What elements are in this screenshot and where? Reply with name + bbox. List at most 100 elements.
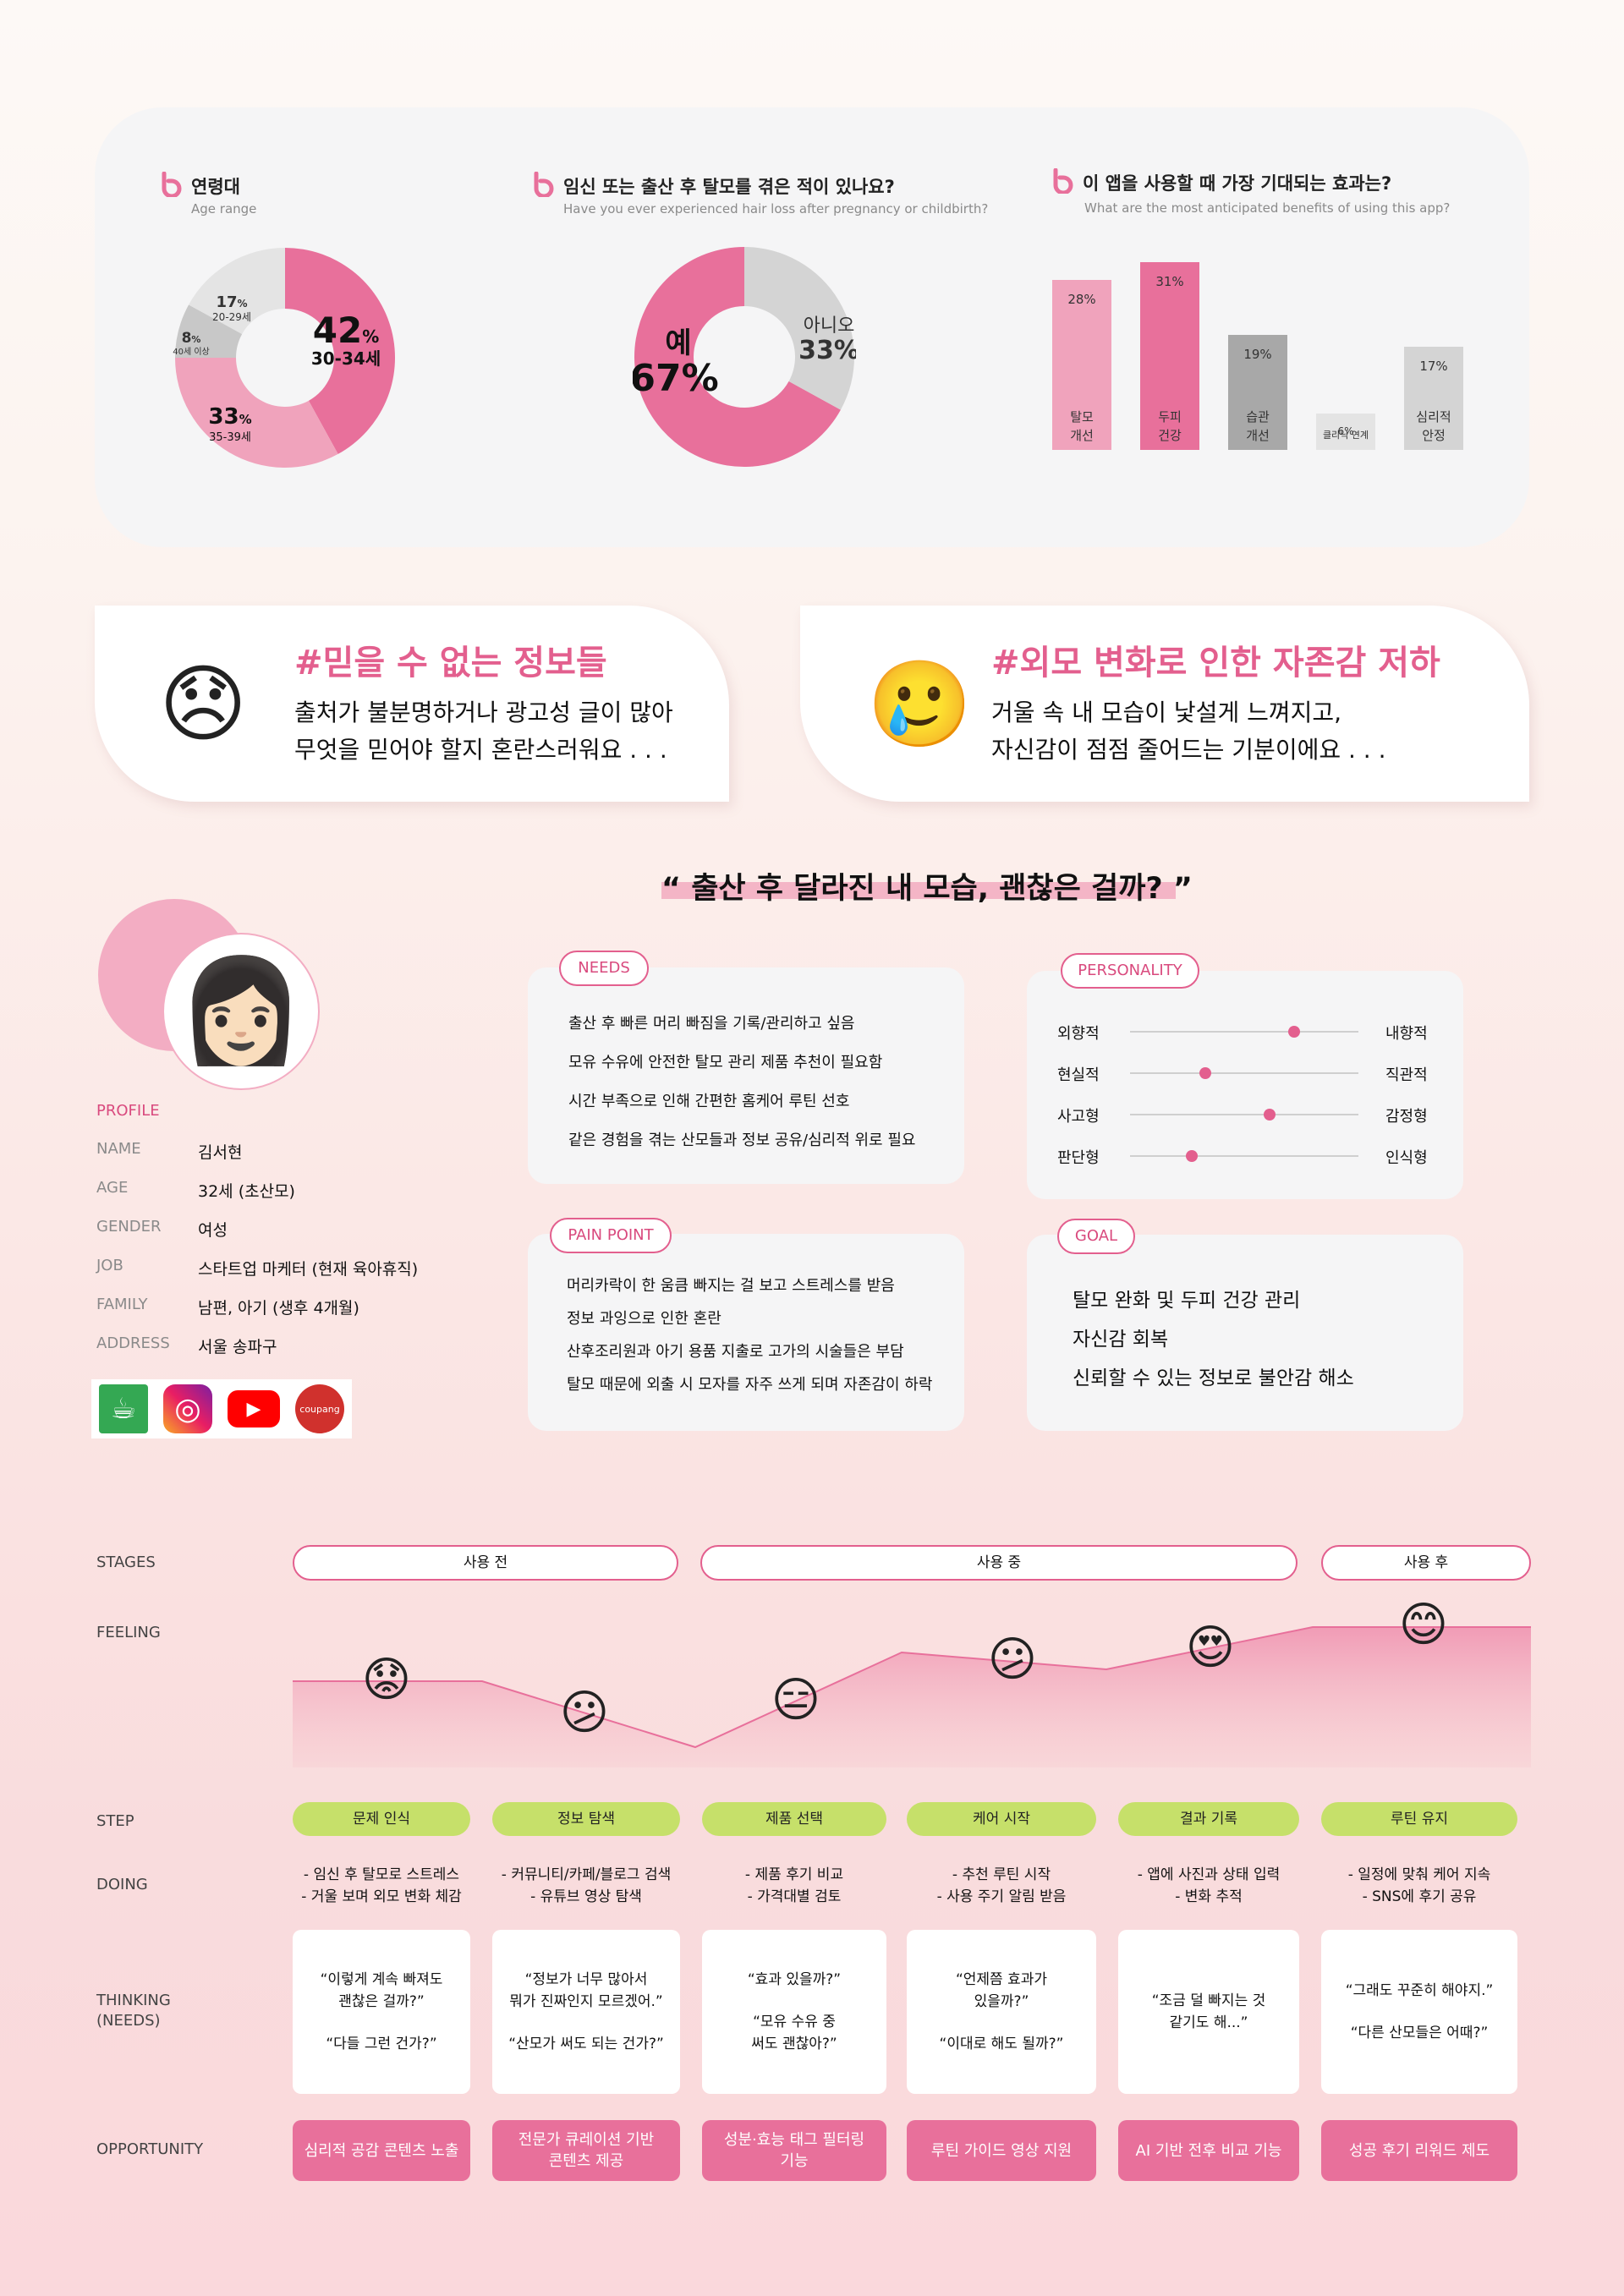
personality-slider-track [1130, 1155, 1358, 1157]
personality-left-label: 판단형 [1057, 1149, 1100, 1167]
worried-face-icon: 😟 [361, 1652, 412, 1707]
stage-after-use: 사용 후 [1321, 1545, 1531, 1581]
pain-card-desc-line: 거울 속 내 모습이 낯설게 느껴지고, [991, 699, 1342, 726]
personality-slider-handle [1288, 1026, 1301, 1038]
confused-face-icon: 😕 [559, 1685, 610, 1740]
personality-slider-track [1130, 1072, 1358, 1074]
quote-highlight [661, 882, 1176, 899]
journey-thinking-box: “조금 덜 빠지는 것 같기도 해...” [1118, 1930, 1299, 2094]
personality-slider-track [1130, 1031, 1358, 1033]
profile-value: 서울 송파구 [198, 1338, 277, 1356]
journey-doing-item: - 거울 보며 외모 변화 체감 [301, 1888, 462, 1905]
journey-thought: “효과 있을까?” [747, 1971, 842, 1988]
journey-doing-item: - 임신 후 탈모로 스트레스 [303, 1866, 460, 1883]
journey-doing-item: - 앱에 사진과 상태 입력 [1137, 1866, 1281, 1883]
journey-opportunity: 성분·효능 태그 필터링 기능 [702, 2120, 886, 2181]
hairloss-no-value: 33% [798, 336, 856, 365]
benefit-bar-label: 심리적 안정 [1416, 409, 1451, 443]
journey-doing-item: - 유튜브 영상 탐색 [530, 1888, 642, 1905]
avatar: 👩🏻 [162, 933, 320, 1090]
journey-step-pill: 루틴 유지 [1321, 1802, 1517, 1836]
stage-during-use: 사용 중 [700, 1545, 1298, 1581]
benefit-bar [1316, 414, 1375, 450]
profile-value: 32세 (초산모) [198, 1182, 295, 1201]
personality-list: 외향적 내향적 현실적 직관적 사고형 감정형 판단형 인식형 [1057, 1022, 1429, 1174]
hairloss-question-title: 임신 또는 출산 후 탈모를 겪은 적이 있나요? [563, 177, 895, 197]
pain-point-box [528, 1234, 964, 1431]
benefit-bar [1404, 347, 1463, 450]
profile-key: FAMILY [96, 1296, 148, 1313]
journey-thinking-box: “이렇게 계속 빠져도 괜찮은 걸까?” “다들 그런 건가?” [293, 1930, 470, 2094]
instagram-icon: ◎ [163, 1384, 212, 1433]
profile-key: AGE [96, 1179, 129, 1197]
donut-slice-0 [634, 247, 841, 467]
coupang-icon: coupang [295, 1384, 344, 1433]
journey-doing-item: - 일정에 맞춰 케어 지속 [1347, 1866, 1491, 1883]
profile-value: 스타트업 마케터 (현재 육아휴직) [198, 1260, 419, 1279]
benefit-bar-label: 습관 개선 [1246, 409, 1270, 443]
needs-box [528, 967, 964, 1184]
step-label: STEP [96, 1812, 134, 1830]
journey-opportunity: 심리적 공감 콘텐츠 노출 [293, 2120, 470, 2181]
journey-step-pill: 케어 시작 [907, 1802, 1096, 1836]
disappointed-face-icon: 😞 [159, 655, 248, 753]
pain-card-title: #외모 변화로 인한 자존감 저하 [991, 644, 1440, 682]
stage-before-use: 사용 전 [293, 1545, 678, 1581]
pain-point-item: 탈모 때문에 외출 시 모자를 자주 쓰게 되며 자존감이 하락 [567, 1376, 933, 1394]
persona-quote: “ 출산 후 달라진 내 모습, 괜찮은 걸까? ” [661, 872, 1193, 906]
age-17-value: 17 [216, 293, 237, 311]
hairloss-yes-value: 67% [633, 357, 719, 400]
personality-left-label: 사고형 [1057, 1108, 1100, 1126]
hairloss-question-subtitle: Have you ever experienced hair loss afte… [563, 201, 989, 216]
journey-thought: “조금 덜 빠지는 것 같기도 해...” [1151, 1992, 1266, 2031]
goal-item: 신뢰할 수 있는 정보로 불안감 해소 [1073, 1367, 1354, 1389]
pain-card-title: #믿을 수 없는 정보들 [294, 644, 607, 682]
pain-point-pill: PAIN POINT [550, 1218, 672, 1253]
age-17-label: 20-29세 [212, 311, 251, 323]
profile-key: NAME [96, 1140, 141, 1158]
journey-doing: - 제품 후기 비교 - 가격대별 검토 [685, 1864, 903, 1908]
benefit-bar-label: 두피 건강 [1158, 409, 1182, 443]
feeling-curve [293, 1626, 1531, 1767]
thinking-label: THINKING [96, 1992, 171, 2009]
journey-doing: - 앱에 사진과 상태 입력 - 변화 추적 [1101, 1864, 1316, 1908]
goal-box [1027, 1235, 1463, 1431]
journey-thought: “이대로 해도 될까?” [939, 2036, 1064, 2052]
donut-slice-3 [189, 248, 285, 335]
needs-pill: NEEDS [559, 951, 649, 986]
brand-logo-icon [534, 172, 554, 197]
youtube-icon: ▶ [228, 1390, 280, 1427]
journey-step-pill: 결과 기록 [1118, 1802, 1299, 1836]
pain-point-item: 정보 과잉으로 인한 혼란 [567, 1310, 721, 1328]
benefit-bar [1052, 280, 1111, 450]
donut-slice-0 [285, 248, 395, 454]
journey-doing: - 임신 후 탈모로 스트레스 - 거울 보며 외모 변화 체감 [276, 1864, 487, 1908]
goal-item: 자신감 회복 [1073, 1329, 1169, 1351]
benefit-bar-value: 28% [1067, 292, 1096, 307]
personality-slider-handle [1263, 1109, 1276, 1121]
journey-doing-item: - 변화 추적 [1175, 1888, 1243, 1905]
hairloss-no-label: 아니오 [804, 315, 855, 337]
benefits-bar-chart: 28% 탈모 개선 31% 두피 건강 19% 습관 개선 6% 클리닉 연계 17% 심리적 안정 [1052, 254, 1475, 450]
hairloss-donut-chart: 예 67% 아니오 33% [633, 247, 856, 467]
personality-left-label: 외향적 [1057, 1025, 1100, 1043]
journey-opportunity: 전문가 큐레이션 기반 콘텐츠 제공 [492, 2120, 680, 2181]
donut-slice-1 [175, 358, 338, 468]
journey-thought: “모유 수유 중 써도 괜찮아?” [751, 2014, 837, 2052]
journey-thought: “언제쯤 효과가 있을까?” [955, 1971, 1048, 2010]
personality-right-label: 인식형 [1385, 1149, 1428, 1167]
personality-right-label: 직관적 [1385, 1066, 1428, 1084]
benefit-bar [1228, 335, 1287, 450]
personality-slider-handle [1199, 1067, 1212, 1079]
donut-slice-2 [175, 304, 243, 358]
journey-doing: - 추천 루틴 시작 - 사용 주기 알림 받음 [890, 1864, 1113, 1908]
crying-face-icon: 🥲 [867, 655, 973, 753]
personality-pill: PERSONALITY [1061, 953, 1199, 989]
journey-doing-item: - 추천 루틴 시작 [952, 1866, 1051, 1883]
age-42-label: 30-34세 [311, 348, 381, 369]
pain-card-self-esteem [800, 606, 1529, 802]
journey-opportunity: 루틴 가이드 영상 지원 [907, 2120, 1096, 2181]
profile-key: ADDRESS [96, 1334, 170, 1352]
journey-thought: “다른 산모들은 어때?” [1350, 2025, 1489, 2041]
age-8-label: 40세 이상 [173, 347, 210, 357]
